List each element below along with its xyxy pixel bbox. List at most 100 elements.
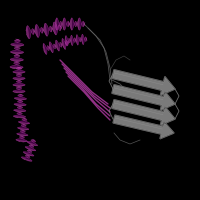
Polygon shape [22,121,26,122]
Polygon shape [38,26,39,36]
Polygon shape [31,142,35,143]
Polygon shape [54,22,55,35]
Polygon shape [14,110,26,111]
Polygon shape [30,28,31,35]
Polygon shape [49,46,50,50]
Polygon shape [31,31,32,33]
Polygon shape [28,26,29,39]
Polygon shape [22,158,32,161]
Polygon shape [43,46,45,52]
Polygon shape [77,35,78,45]
Polygon shape [67,41,68,44]
Polygon shape [45,24,46,36]
Polygon shape [53,26,54,32]
Polygon shape [56,40,59,51]
Polygon shape [67,37,68,45]
Polygon shape [29,144,35,146]
Polygon shape [11,44,24,45]
Polygon shape [17,133,28,135]
Polygon shape [43,46,45,52]
Polygon shape [18,139,25,140]
Polygon shape [50,26,51,32]
Polygon shape [82,34,83,45]
Polygon shape [76,36,77,44]
Polygon shape [27,142,37,146]
Polygon shape [27,149,33,151]
Polygon shape [35,27,37,36]
Polygon shape [22,126,25,127]
Polygon shape [48,46,49,51]
Polygon shape [16,97,24,98]
Polygon shape [56,40,59,51]
Polygon shape [16,139,27,141]
Polygon shape [27,142,38,146]
Polygon shape [50,26,51,32]
Polygon shape [21,123,26,124]
Polygon shape [27,148,33,151]
Polygon shape [83,36,84,43]
Polygon shape [19,141,24,142]
Polygon shape [27,157,28,158]
Polygon shape [19,123,28,124]
Polygon shape [70,38,71,43]
Polygon shape [72,35,73,45]
Polygon shape [26,157,29,158]
Polygon shape [21,127,26,128]
Polygon shape [23,152,34,156]
Polygon shape [17,113,22,114]
Polygon shape [30,142,35,143]
Polygon shape [17,141,26,142]
Polygon shape [25,155,30,157]
Polygon shape [19,129,28,130]
Polygon shape [47,47,48,50]
Polygon shape [82,34,83,45]
Polygon shape [70,39,71,42]
Polygon shape [30,147,32,148]
Polygon shape [27,141,38,145]
Polygon shape [25,147,36,151]
Polygon shape [112,85,175,110]
Polygon shape [50,42,53,52]
Polygon shape [22,130,24,131]
Polygon shape [14,110,26,111]
Polygon shape [19,137,25,138]
Polygon shape [68,40,69,42]
Polygon shape [29,152,30,153]
Polygon shape [77,35,78,45]
Polygon shape [15,109,24,110]
Polygon shape [29,145,34,147]
Polygon shape [50,42,53,53]
Polygon shape [61,43,62,46]
Polygon shape [82,35,83,44]
Polygon shape [22,158,31,161]
Polygon shape [62,38,65,49]
Polygon shape [19,135,26,136]
Polygon shape [15,115,24,116]
Polygon shape [22,130,24,131]
Polygon shape [27,142,38,146]
Polygon shape [66,41,67,46]
Polygon shape [28,149,32,151]
Polygon shape [53,45,54,48]
Polygon shape [36,25,38,37]
Polygon shape [28,143,36,146]
Polygon shape [71,36,72,45]
Polygon shape [113,115,174,139]
Polygon shape [22,119,27,120]
Polygon shape [14,104,26,105]
Polygon shape [24,153,32,156]
Polygon shape [15,61,19,62]
Polygon shape [10,59,23,60]
Polygon shape [54,44,55,49]
Polygon shape [16,99,25,100]
Polygon shape [11,44,24,45]
Polygon shape [85,37,86,42]
Polygon shape [48,46,49,50]
Polygon shape [74,38,75,43]
Polygon shape [17,140,26,142]
Polygon shape [56,25,57,32]
Polygon shape [66,41,68,46]
Polygon shape [49,42,52,52]
Polygon shape [28,26,30,38]
Polygon shape [27,151,32,152]
